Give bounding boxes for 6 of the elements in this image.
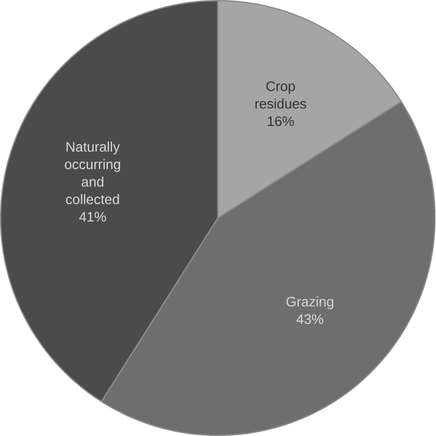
slice-label: Grazing [286,296,334,310]
slice-label: Naturally occurring and collected [65,142,120,204]
data-label: 43% [296,314,324,324]
data-label: 41% [79,212,106,222]
slice-label: Crop residues [256,81,306,109]
data-label: 16% [268,116,294,126]
